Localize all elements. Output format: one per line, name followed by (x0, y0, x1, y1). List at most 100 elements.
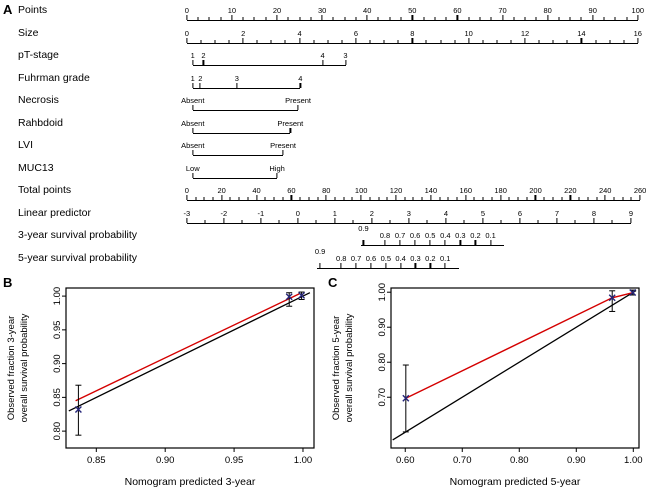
axis-tick-label: Present (270, 141, 296, 151)
axis-minor-tick (197, 17, 199, 20)
axis-tick-label: 80 (322, 186, 331, 196)
data-point-marker (608, 294, 616, 302)
axis-minor-tick (479, 17, 481, 20)
axis-minor-tick (278, 219, 280, 223)
axis-tick (355, 263, 357, 269)
axis-minor-tick (242, 17, 244, 20)
axis-minor-tick (282, 197, 284, 201)
axis-tick-label: 5 (480, 208, 485, 218)
axis-minor-tick (491, 197, 493, 201)
axis-minor-tick (377, 17, 379, 20)
axis-minor-tick (561, 197, 563, 201)
axis-minor-tick (500, 219, 502, 223)
data-point-marker (285, 293, 293, 301)
nomogram-row-label: Size (18, 26, 39, 39)
axis-minor-tick (299, 197, 301, 201)
axis-tick (192, 150, 194, 156)
axis-minor-tick (220, 17, 222, 20)
axis-minor-tick (317, 197, 319, 201)
y-tick-label: 0.80 (377, 353, 388, 372)
nomogram-row-label: pT-stage (18, 49, 59, 62)
axis-tick (186, 37, 188, 43)
axis-tick-label: 10 (464, 28, 473, 38)
axis-minor-tick (212, 197, 214, 201)
axis-minor-tick (389, 219, 391, 223)
axis-tick-label: 0 (295, 208, 300, 218)
nomogram-row-fuhrman-grade: Fuhrman grade 1 2 3 4 (0, 71, 650, 94)
panel-c-label: C (328, 275, 338, 290)
axis-minor-tick (535, 17, 537, 20)
y-axis-title-line2: overall survival probability (19, 313, 30, 422)
axis-minor-tick (538, 39, 540, 43)
axis-tick-label: 180 (494, 186, 507, 196)
axis-tick (500, 195, 502, 201)
axis-tick (489, 240, 492, 246)
axis-tick (321, 15, 323, 20)
axis-tick-label: 6 (517, 208, 523, 218)
axis-minor-tick (426, 219, 428, 223)
axis-tick-label: 2 (201, 51, 206, 61)
nomogram-row-label: Total points (18, 184, 72, 197)
axis-tick (362, 240, 365, 246)
axis-tick-label: 0.7 (394, 231, 406, 241)
axis-minor-tick (253, 17, 255, 20)
axis-tick-label: 1 (332, 208, 337, 218)
axis-tick-label: 260 (633, 186, 647, 196)
axis-minor-tick (327, 39, 329, 43)
axis-minor-tick (228, 39, 230, 43)
axis-line (192, 110, 299, 112)
axis-tick-label: 0.4 (395, 254, 406, 264)
axis-tick (371, 217, 373, 223)
axis-tick-label: 60 (453, 6, 462, 15)
x-tick-label: 0.80 (510, 455, 529, 466)
axis-tick-label: Absent (181, 141, 205, 151)
nomogram-axis: 0 20 40 60 80 100 120 140 160 180 200 220 240 260 (184, 183, 646, 206)
axis-tick (637, 37, 639, 43)
axis-tick (255, 195, 258, 201)
axis-minor-tick (526, 197, 528, 201)
axis-tick (592, 15, 594, 20)
nomogram-row-points: Points 0 10 20 30 40 50 60 70 80 90 100 (0, 3, 650, 26)
axis-minor-tick (569, 17, 571, 20)
axis-minor-tick (603, 17, 605, 20)
axis-minor-tick (214, 39, 216, 43)
axis-minor-tick (287, 17, 289, 20)
axis-tick-label: 0.5 (425, 231, 436, 241)
axis-tick (186, 15, 188, 20)
axis-minor-tick (204, 219, 206, 223)
axis-tick (299, 82, 301, 88)
axis-tick-label: 4 (443, 208, 448, 218)
axis-tick-label: 0 (184, 186, 189, 196)
axis-tick (334, 217, 336, 223)
nomogram-row-label: Rahbdoid (18, 116, 63, 129)
axis-tick-label: 14 (577, 28, 586, 38)
x-tick-label: 0.70 (453, 455, 472, 466)
axis-minor-tick (369, 197, 371, 201)
axis-minor-tick (552, 39, 554, 43)
axis-tick-label: 0.4 (440, 231, 451, 241)
axis-minor-tick (596, 197, 597, 201)
axis-minor-tick (454, 39, 456, 43)
axis-tick-label: 0.5 (380, 254, 392, 264)
x-tick-label: 0.95 (225, 455, 244, 466)
axis-tick (569, 195, 571, 201)
axis-minor-tick (308, 197, 310, 201)
axis-minor-tick (355, 17, 357, 20)
axis-line (186, 20, 638, 21)
axis-minor-tick (578, 197, 580, 201)
axis-tick (370, 263, 372, 269)
axis-tick-label: 60 (287, 186, 296, 196)
axis-minor-tick (630, 197, 632, 201)
axis-line (192, 155, 284, 157)
axis-tick-label: 0.2 (470, 231, 481, 241)
axis-tick (340, 263, 342, 269)
axis-tick-label: 10 (227, 6, 237, 15)
nomogram-row-pt-stage: pT-stage 1 2 4 3 (0, 48, 650, 71)
nomogram-axis: Absent Present (181, 138, 641, 161)
axis-tick (519, 217, 521, 223)
axis-minor-tick (543, 197, 545, 201)
axis-minor-tick (558, 17, 560, 20)
axis-tick (282, 150, 284, 156)
axis-minor-tick (517, 197, 519, 201)
axis-tick-label: 16 (633, 28, 642, 38)
